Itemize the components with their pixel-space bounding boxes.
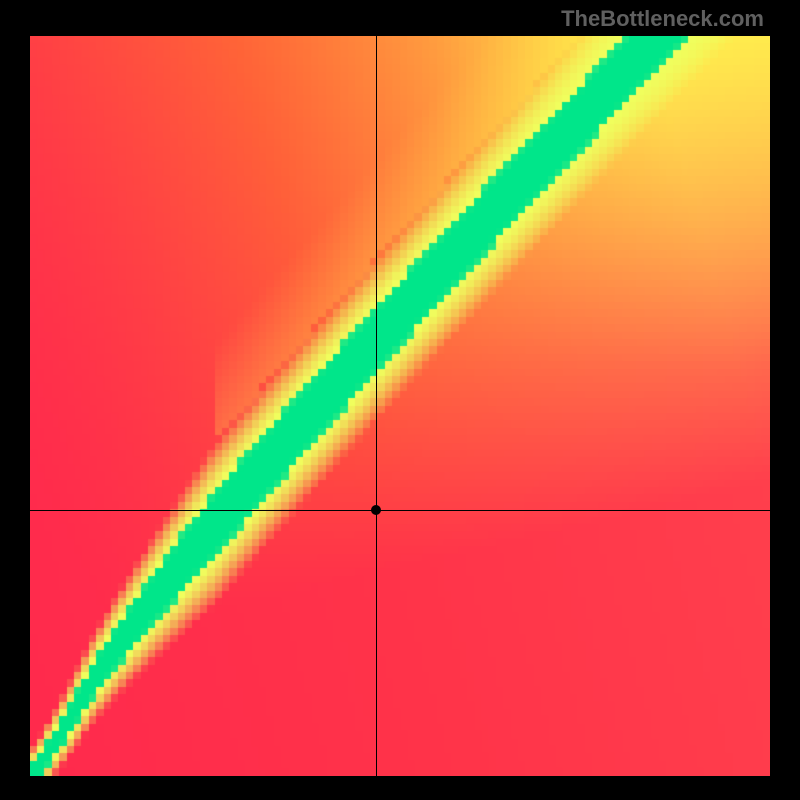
watermark-text: TheBottleneck.com xyxy=(561,6,764,32)
crosshair-vertical xyxy=(376,36,377,776)
crosshair-marker xyxy=(371,505,381,515)
bottleneck-heatmap xyxy=(30,36,770,776)
chart-frame: TheBottleneck.com xyxy=(0,0,800,800)
crosshair-horizontal xyxy=(30,510,770,511)
plot-area xyxy=(30,36,770,776)
